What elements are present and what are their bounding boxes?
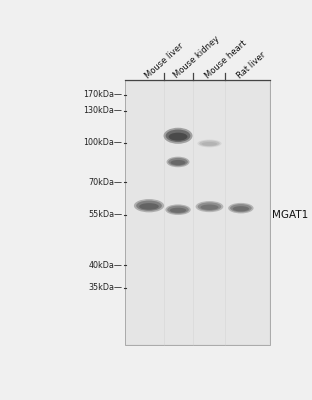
Ellipse shape [170, 208, 186, 213]
Bar [126, 82, 269, 344]
Text: Mouse liver: Mouse liver [143, 41, 185, 80]
Ellipse shape [200, 204, 218, 210]
Ellipse shape [136, 200, 162, 211]
Text: 55kDa—: 55kDa— [88, 210, 122, 220]
Ellipse shape [233, 206, 249, 211]
Ellipse shape [168, 158, 188, 166]
Ellipse shape [166, 130, 190, 142]
Ellipse shape [163, 128, 193, 144]
Ellipse shape [165, 204, 191, 215]
Text: 130kDa—: 130kDa— [84, 106, 122, 115]
Ellipse shape [197, 202, 221, 211]
Ellipse shape [230, 204, 252, 212]
Ellipse shape [139, 203, 159, 210]
Text: 70kDa—: 70kDa— [88, 178, 122, 187]
Text: 170kDa—: 170kDa— [83, 90, 122, 99]
Ellipse shape [167, 157, 189, 167]
Ellipse shape [228, 203, 254, 214]
Ellipse shape [171, 160, 186, 165]
Ellipse shape [197, 140, 222, 147]
Text: 40kDa—: 40kDa— [89, 261, 122, 270]
Ellipse shape [196, 201, 223, 212]
Text: Mouse heart: Mouse heart [203, 38, 248, 80]
Ellipse shape [199, 140, 220, 146]
Text: Mouse kidney: Mouse kidney [172, 35, 221, 80]
Text: MGAT1: MGAT1 [272, 210, 309, 220]
Ellipse shape [168, 133, 188, 141]
Text: 100kDa—: 100kDa— [84, 138, 122, 147]
Bar [125, 80, 270, 345]
Ellipse shape [202, 142, 217, 146]
Ellipse shape [134, 199, 164, 212]
Text: Rat liver: Rat liver [235, 50, 267, 80]
Ellipse shape [167, 206, 189, 214]
Text: 35kDa—: 35kDa— [88, 283, 122, 292]
